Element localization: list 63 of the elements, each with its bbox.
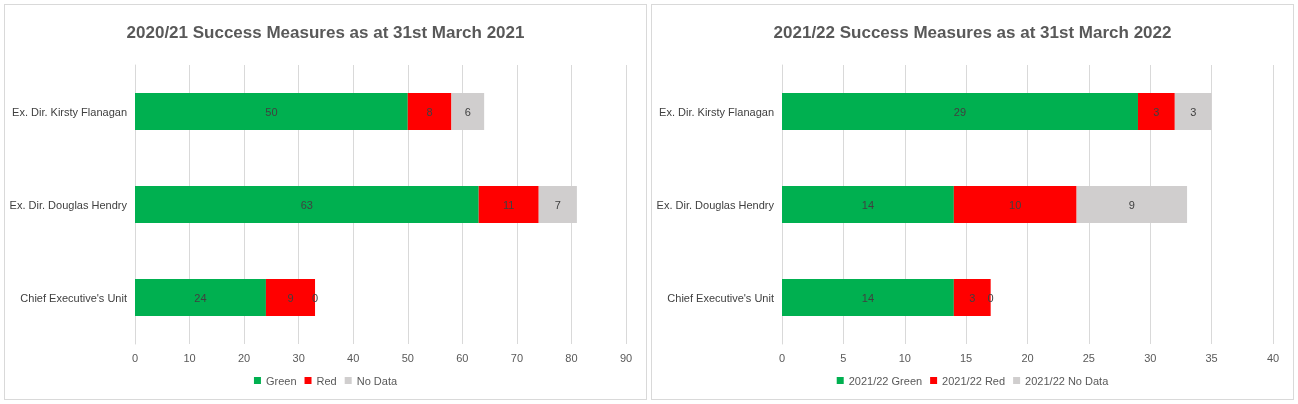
data-label: 14: [861, 291, 875, 304]
data-label: 3: [969, 291, 976, 304]
x-tick-label: 30: [292, 351, 305, 364]
data-label: 3: [1153, 105, 1160, 118]
x-tick-label: 25: [1082, 351, 1095, 364]
legend-label: 2021/22 Red: [942, 374, 1006, 387]
x-tick-label: 10: [898, 351, 911, 364]
legend-label: No Data: [356, 374, 398, 387]
x-tick-label: 35: [1205, 351, 1218, 364]
x-tick-label: 60: [456, 351, 469, 364]
bar: [782, 185, 954, 224]
bar: [478, 185, 539, 224]
x-tick-label: 5: [840, 351, 847, 364]
legend-label: 2021/22 No Data: [1025, 374, 1110, 387]
bar: [407, 92, 452, 131]
legend-label: Red: [316, 374, 337, 387]
bar: [782, 92, 1138, 131]
data-label: 8: [426, 105, 433, 118]
bar: [953, 278, 991, 317]
data-label: 11: [502, 198, 515, 211]
x-tick-label: 15: [960, 351, 973, 364]
bar: [1137, 92, 1175, 131]
bar: [135, 92, 408, 131]
x-tick-label: 90: [619, 351, 633, 364]
data-label: 24: [194, 291, 207, 304]
data-label: 50: [265, 105, 278, 118]
data-label: 9: [1128, 198, 1135, 211]
x-tick-label: 20: [237, 351, 251, 364]
data-label: 0: [987, 291, 994, 304]
x-tick-label: 0: [131, 351, 139, 364]
bar: [135, 185, 479, 224]
x-tick-label: 50: [401, 351, 414, 364]
data-label: 0: [311, 291, 319, 304]
data-label: 6: [464, 105, 471, 118]
x-tick-label: 20: [1021, 351, 1034, 364]
x-tick-label: 30: [1144, 351, 1157, 364]
y-tick-label: Ex. Dir. Kirsty Flanagan: [12, 105, 127, 118]
bar: [135, 278, 266, 317]
data-label: 7: [554, 198, 561, 211]
chart-title: 2021/22 Success Measures as at 31st March 2022: [773, 23, 1172, 42]
data-label: 14: [861, 198, 875, 211]
y-tick-label: Chief Executive's Unit: [20, 291, 127, 304]
chart-title: 2020/21 Success Measures as at 31st March 2021: [126, 23, 525, 42]
y-tick-label: Ex. Dir. Kirsty Flanagan: [659, 105, 774, 118]
data-label: 29: [953, 105, 967, 118]
data-label: 3: [1190, 105, 1197, 118]
bar: [265, 278, 316, 317]
data-label: 63: [300, 198, 313, 211]
x-tick-label: 40: [1266, 351, 1280, 364]
x-tick-label: 10: [183, 351, 196, 364]
data-label: 10: [1009, 198, 1022, 211]
legend-label: 2021/22 Green: [848, 374, 923, 387]
x-tick-label: 70: [510, 351, 524, 364]
data-label: 9: [287, 291, 294, 304]
x-tick-label: 0: [778, 351, 786, 364]
bar: [782, 278, 954, 317]
y-tick-label: Ex. Dir. Douglas Hendry: [9, 198, 128, 211]
x-tick-label: 80: [565, 351, 578, 364]
x-tick-label: 40: [347, 351, 360, 364]
bar: [953, 185, 1077, 224]
legend-label: Green: [265, 374, 297, 387]
y-tick-label: Chief Executive's Unit: [667, 291, 774, 304]
y-tick-label: Ex. Dir. Douglas Hendry: [656, 198, 775, 211]
